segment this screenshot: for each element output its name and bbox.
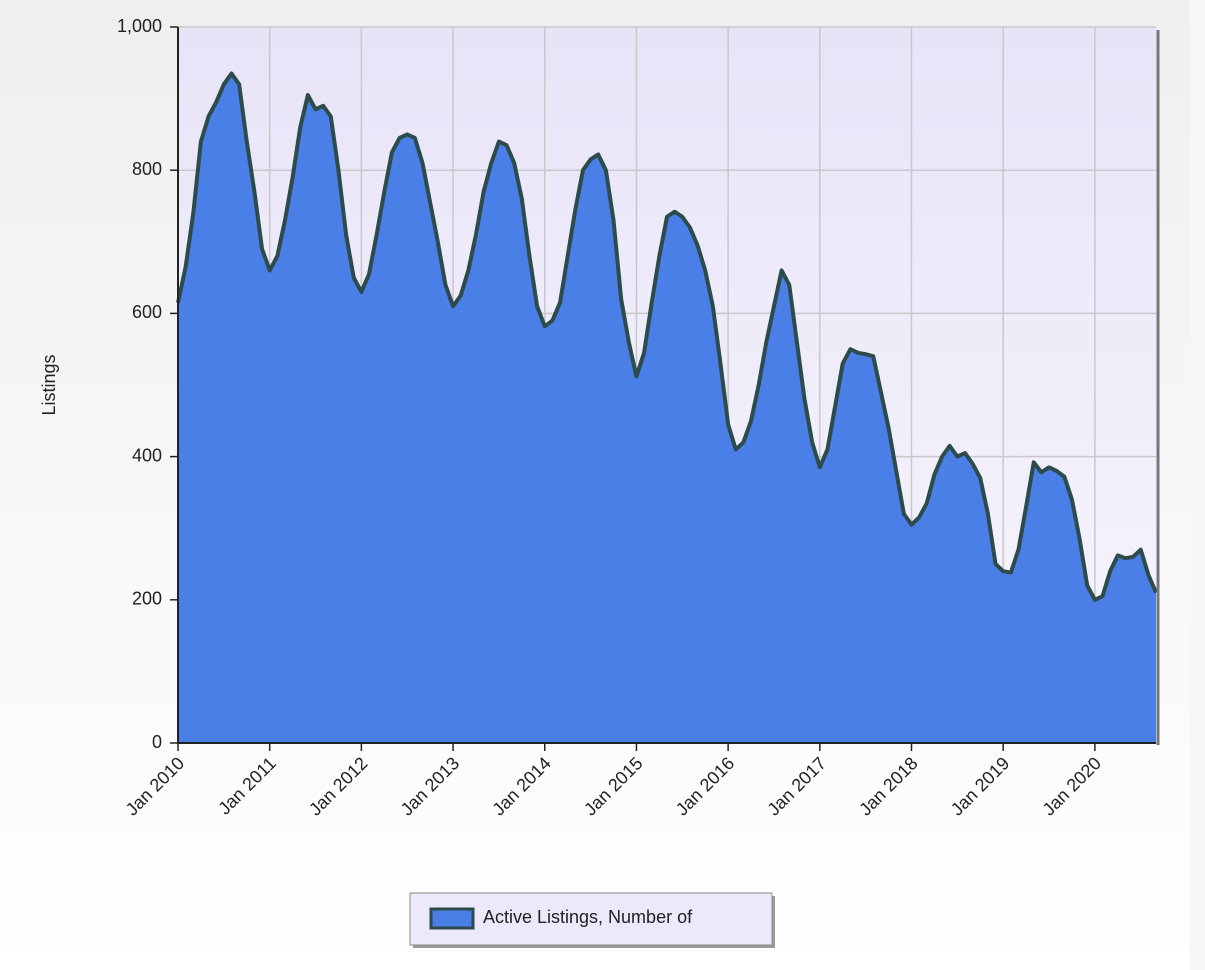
area [178, 73, 1156, 744]
y-axis-label: Listings [39, 354, 59, 415]
y-tick-label: 800 [132, 159, 162, 179]
side-strip [1190, 0, 1205, 970]
y-tick-label: 0 [152, 732, 162, 752]
area-line [176, 71, 1158, 602]
y-tick-label: 200 [132, 589, 162, 609]
y-tick-label: 400 [132, 445, 162, 465]
legend-label: Active Listings, Number of [483, 907, 693, 927]
y-tick-label: 600 [132, 302, 162, 322]
legend: Active Listings, Number of [409, 892, 775, 948]
legend-swatch [429, 907, 475, 930]
y-tick-label: 1,000 [117, 16, 162, 36]
